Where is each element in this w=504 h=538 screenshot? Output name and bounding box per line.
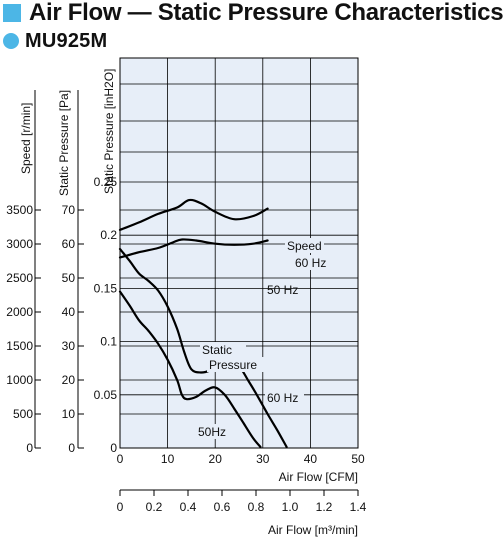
curve-speed-50 xyxy=(118,238,269,259)
pa-tick-label-50: 50 xyxy=(62,271,76,285)
inh2o-tick-label-0.15: 0.15 xyxy=(94,281,118,295)
annotation-sp-60hz: 60 Hz xyxy=(267,391,298,405)
title-square-icon xyxy=(3,4,21,22)
curve-speed-60 xyxy=(118,198,269,231)
inh2o-tick-label-0.05: 0.05 xyxy=(94,388,118,402)
speed-tick-label-500: 500 xyxy=(13,407,33,421)
pa-tick-label-70: 70 xyxy=(62,203,76,217)
inh2o-tick-label-0.1: 0.1 xyxy=(100,335,117,349)
m3min-tick-label-1: 0.2 xyxy=(146,500,163,514)
cfm-tick-label-40: 40 xyxy=(304,452,318,466)
speed-tick-label-1000: 1000 xyxy=(6,373,33,387)
inh2o-tick-label-0.25: 0.25 xyxy=(94,175,118,189)
annotation-static: Static xyxy=(202,343,232,357)
speed-axis-label: Speed [r/min] xyxy=(19,103,33,174)
pa-tick-label-30: 30 xyxy=(62,339,76,353)
pa-tick-label-40: 40 xyxy=(62,305,76,319)
inh2o-tick-label-0: 0 xyxy=(110,441,117,455)
chart-title-row: Air Flow — Static Pressure Characteristi… xyxy=(0,0,504,26)
cfm-tick-label-30: 30 xyxy=(256,452,270,466)
speed-tick-label-2500: 2500 xyxy=(6,271,33,285)
annotation-speed-60hz: 60 Hz xyxy=(295,256,326,270)
cfm-tick-label-0: 0 xyxy=(117,452,124,466)
annotation-pressure-bg xyxy=(207,357,267,372)
pa-tick-label-10: 10 xyxy=(62,407,76,421)
pa-tick-label-0: 0 xyxy=(68,441,75,455)
pa-tick-label-20: 20 xyxy=(62,373,76,387)
m3min-tick-label-0: 0 xyxy=(117,500,124,514)
annotation-speed-50hz: 50 Hz xyxy=(267,283,298,297)
m3min-tick-label-5: 1.0 xyxy=(282,500,299,514)
annotation-sp-60hz-bg xyxy=(265,390,304,405)
m3min-tick-label-4: 0.8 xyxy=(248,500,265,514)
annotation-sp-50hz: 50Hz xyxy=(198,425,226,439)
speed-tick-label-3000: 3000 xyxy=(6,237,33,251)
speed-tick-label-0: 0 xyxy=(26,441,33,455)
curve-sp-50 xyxy=(118,290,262,448)
m3min-tick-label-2: 0.4 xyxy=(180,500,197,514)
chart-title: Air Flow — Static Pressure Characteristi… xyxy=(29,0,504,26)
model-dot-icon xyxy=(3,33,19,49)
cfm-tick-label-10: 10 xyxy=(161,452,175,466)
speed-tick-label-1500: 1500 xyxy=(6,339,33,353)
speed-tick-label-3500: 3500 xyxy=(6,203,33,217)
m3min-axis-label: Air Flow [m³/min] xyxy=(268,523,358,537)
cfm-tick-label-20: 20 xyxy=(209,452,223,466)
annotation-speed-60hz-bg xyxy=(293,255,332,270)
m3min-tick-label-3: 0.6 xyxy=(214,500,231,514)
inh2o-tick-label-0.2: 0.2 xyxy=(100,228,117,242)
model-name: MU925M xyxy=(25,29,108,52)
curve-sp-60 xyxy=(118,247,288,448)
annotation-speed: Speed xyxy=(287,239,322,253)
model-row: MU925M xyxy=(0,30,107,52)
annotation-sp-50hz-bg xyxy=(196,424,228,439)
speed-tick-label-2000: 2000 xyxy=(6,305,33,319)
annotation-speed-bg xyxy=(285,238,324,253)
pa-axis-label: Static Pressure [Pa] xyxy=(57,90,71,196)
m3min-tick-label-6: 1.2 xyxy=(316,500,333,514)
annotation-pressure: Pressure xyxy=(209,358,257,372)
m3min-tick-label-7: 1.4 xyxy=(350,500,367,514)
annotation-static-bg xyxy=(200,342,246,357)
cfm-axis-label: Air Flow [CFM] xyxy=(279,470,358,484)
pa-tick-label-60: 60 xyxy=(62,237,76,251)
cfm-tick-label-50: 50 xyxy=(351,452,365,466)
inh2o-axis-label: Static Pressure [inH2O] xyxy=(102,69,116,194)
